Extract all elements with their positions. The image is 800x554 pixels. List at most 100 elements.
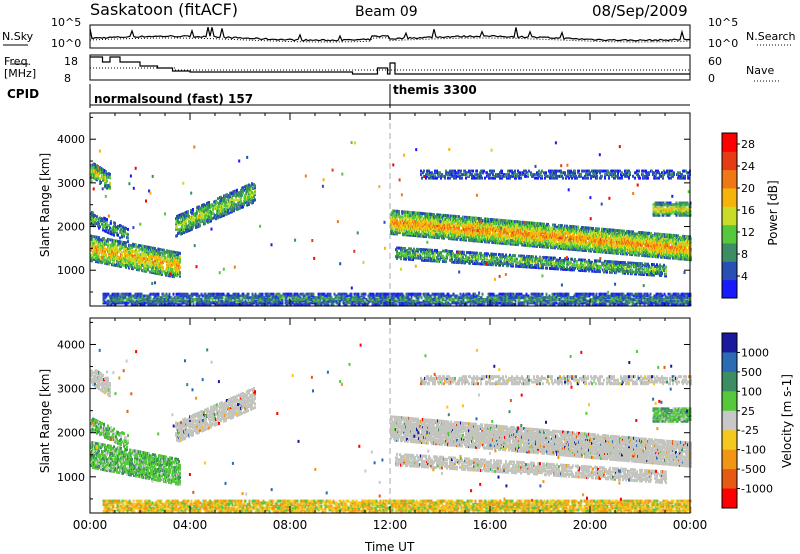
power-cell xyxy=(612,301,615,305)
power-cell xyxy=(173,275,175,279)
power-cell xyxy=(453,225,455,229)
power-cell xyxy=(98,236,100,240)
power-cell xyxy=(97,175,99,179)
power-cell xyxy=(213,216,215,220)
power-cell xyxy=(582,299,585,303)
power-cell xyxy=(196,211,198,215)
power-cell xyxy=(252,187,254,190)
power-cell xyxy=(599,298,602,301)
power-cell xyxy=(446,294,449,298)
power-cell xyxy=(335,294,338,298)
power-cell xyxy=(680,299,683,303)
power-cell xyxy=(415,232,417,236)
power-cell xyxy=(186,292,189,296)
power-cell xyxy=(177,255,179,258)
power-cell xyxy=(271,303,274,307)
power-cell xyxy=(123,248,125,251)
power-cell xyxy=(170,296,173,300)
power-cell xyxy=(116,296,119,300)
power-cell xyxy=(440,224,442,228)
power-cell xyxy=(164,256,166,259)
power-cell xyxy=(149,253,151,257)
power-cell xyxy=(246,294,249,298)
power-cell xyxy=(448,298,451,301)
power-cell xyxy=(619,301,622,305)
power-cell xyxy=(102,249,104,253)
power-cell xyxy=(357,301,360,305)
power-cell xyxy=(393,213,395,217)
power-cell xyxy=(141,246,143,250)
power-cell xyxy=(211,298,214,301)
power-cell xyxy=(548,294,551,298)
power-cell xyxy=(480,218,482,222)
power-cell xyxy=(105,170,107,174)
power-cell xyxy=(221,202,223,206)
power-cell xyxy=(622,296,625,300)
power-cell xyxy=(152,271,154,275)
power-cell xyxy=(122,246,124,250)
power-cell xyxy=(667,303,670,307)
power-cell xyxy=(501,296,504,300)
power-cell xyxy=(206,294,209,298)
power-cell xyxy=(497,237,499,241)
power-cell xyxy=(643,303,646,307)
power-cell xyxy=(160,298,163,301)
power-cell xyxy=(171,250,173,254)
power-cell xyxy=(447,303,450,307)
power-cell xyxy=(439,213,441,217)
power-cell xyxy=(429,298,432,301)
power-cell xyxy=(127,301,130,305)
power-cell xyxy=(494,230,496,234)
power-cell xyxy=(479,224,481,228)
power-cell xyxy=(122,292,125,296)
power-cell xyxy=(499,292,502,296)
power-cell xyxy=(251,301,254,305)
power-cell xyxy=(166,266,168,270)
power-cell xyxy=(499,241,501,245)
power-cell xyxy=(399,218,401,222)
power-cell xyxy=(282,292,285,296)
power-cell xyxy=(656,292,659,296)
power-cell xyxy=(418,232,420,236)
power-cell xyxy=(122,298,125,301)
power-cell xyxy=(493,218,495,222)
power-cell xyxy=(281,298,284,301)
power-cell xyxy=(102,294,105,298)
power-cell xyxy=(571,299,574,303)
power-cell xyxy=(571,298,574,301)
power-cell xyxy=(217,301,220,305)
power-cell xyxy=(113,258,115,262)
power-cell xyxy=(425,214,427,218)
power-cell xyxy=(487,296,490,300)
power-cell xyxy=(379,294,382,298)
power-cell xyxy=(402,303,405,307)
power-cell xyxy=(490,292,493,296)
power-cell xyxy=(360,292,363,296)
power-cell xyxy=(113,256,115,260)
power-cell xyxy=(574,303,577,307)
power-cell xyxy=(209,301,212,305)
power-cell xyxy=(124,253,126,257)
power-cell xyxy=(486,240,488,244)
power-cell xyxy=(303,299,306,303)
power-cell xyxy=(152,269,154,273)
power-cell xyxy=(105,258,107,262)
power-cell xyxy=(166,258,168,262)
power-cell xyxy=(276,296,279,300)
power-cell xyxy=(180,298,183,301)
power-cell xyxy=(180,292,183,296)
power-cell xyxy=(328,299,331,303)
power-cell xyxy=(296,292,299,296)
power-cell xyxy=(484,231,486,235)
power-cell xyxy=(242,187,244,191)
freq-label-2: [MHz] xyxy=(4,67,37,80)
power-cell xyxy=(461,238,463,242)
power-cell xyxy=(270,292,273,296)
power-cell xyxy=(304,301,307,305)
power-cell xyxy=(218,299,221,303)
power-cell xyxy=(145,245,147,249)
power-cell xyxy=(294,294,297,298)
power-cell xyxy=(489,230,491,234)
power-cell xyxy=(152,301,155,305)
power-cell xyxy=(109,226,111,230)
